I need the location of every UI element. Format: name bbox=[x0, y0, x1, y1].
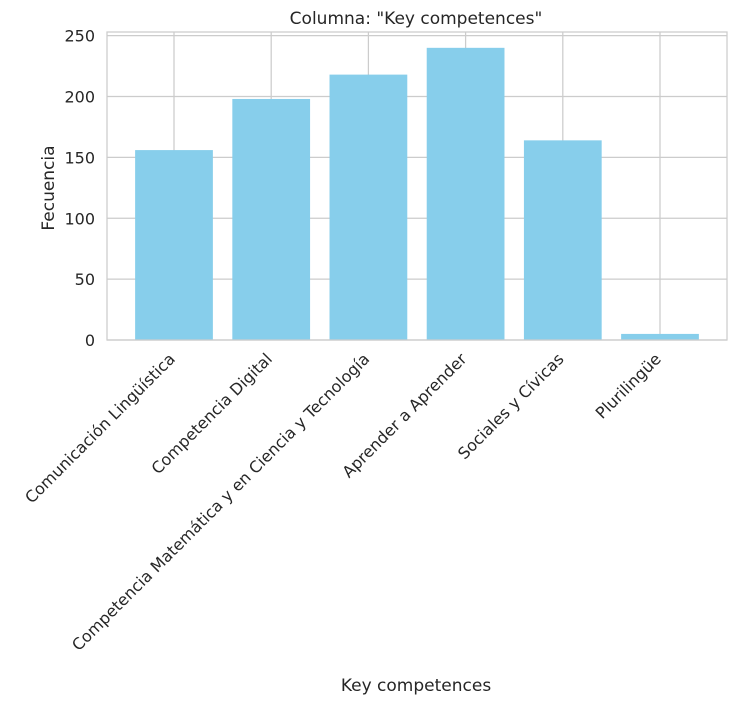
bars-layer bbox=[135, 47, 699, 341]
bar bbox=[135, 150, 213, 340]
x-tick-label: Comunicación Lingüística bbox=[21, 349, 179, 507]
y-tick-label: 100 bbox=[64, 209, 95, 228]
bar bbox=[232, 98, 311, 341]
chart-title: Columna: "Key competences" bbox=[290, 9, 543, 29]
x-axis-title: Key competences bbox=[341, 676, 491, 696]
plot-frame bbox=[106, 31, 728, 341]
x-tick-label: Sociales y Cívicas bbox=[454, 349, 568, 463]
y-axis-title: Fecuencia bbox=[39, 145, 59, 230]
y-tick-label: 0 bbox=[85, 331, 95, 350]
y-tick-label: 150 bbox=[64, 148, 95, 167]
bar bbox=[426, 47, 505, 341]
x-tick-label: Plurilingüe bbox=[592, 349, 665, 422]
bar bbox=[621, 333, 699, 340]
bar bbox=[329, 74, 408, 340]
y-tick-labels: 0 50 100 150 200 250 bbox=[64, 27, 95, 350]
y-tick-label: 50 bbox=[75, 270, 95, 289]
y-tick-label: 200 bbox=[64, 88, 95, 107]
y-tick-label: 250 bbox=[64, 27, 95, 46]
bar bbox=[523, 140, 602, 340]
